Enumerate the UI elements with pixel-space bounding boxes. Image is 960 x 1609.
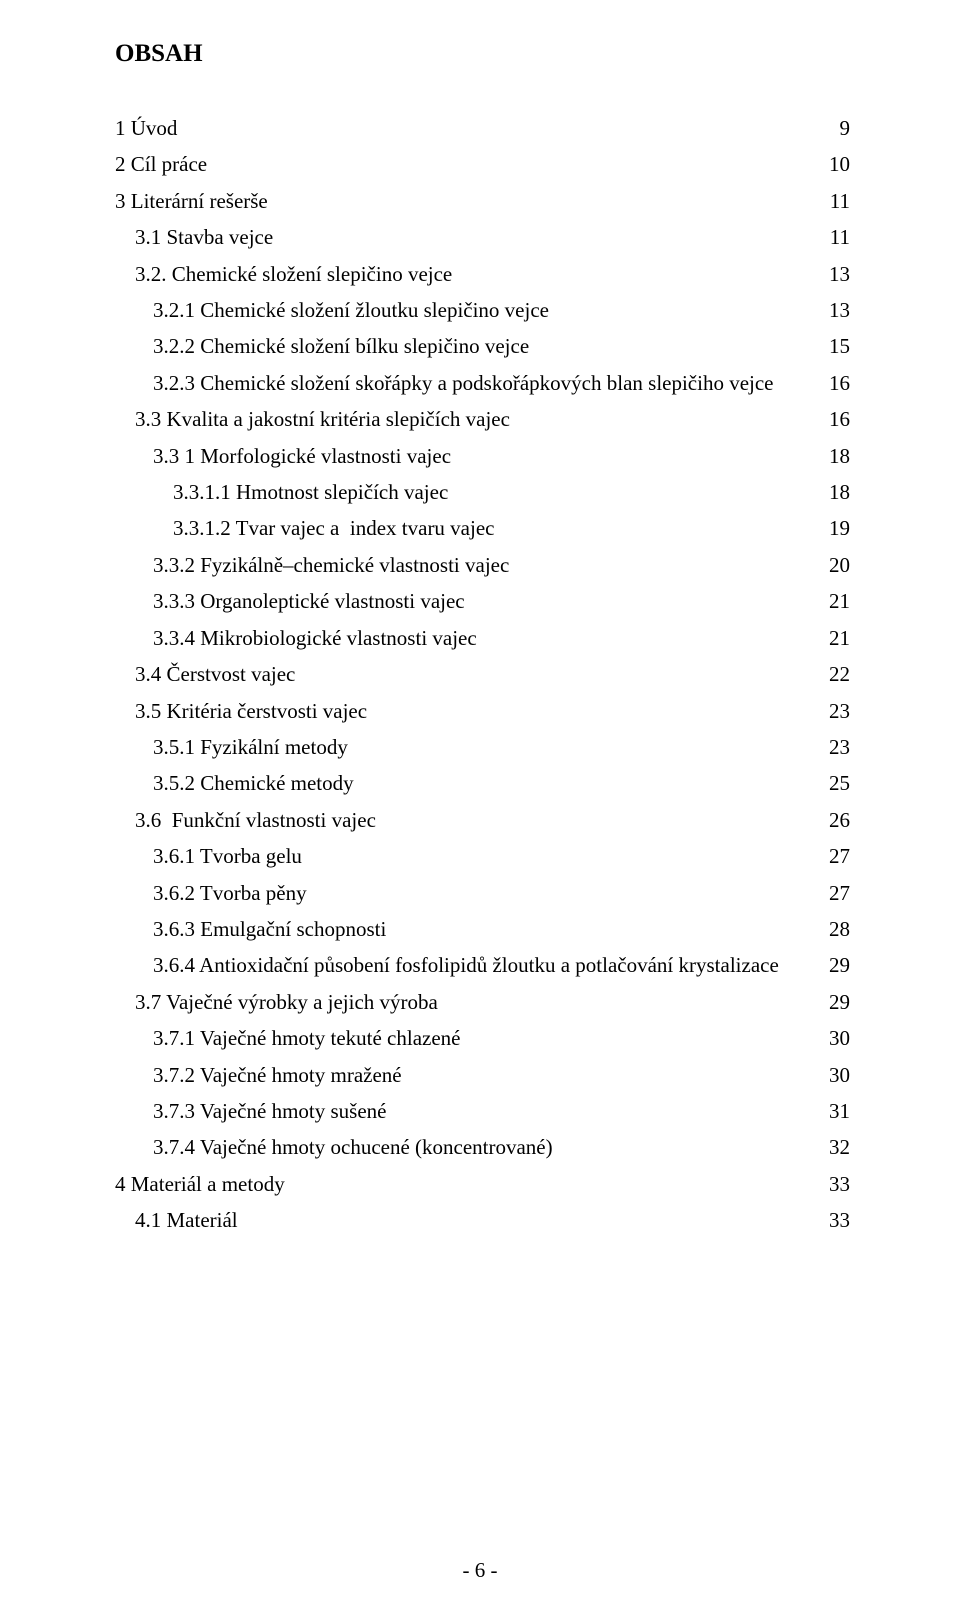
toc-label: 3.7.3 Vaječné hmoty sušené bbox=[153, 1093, 810, 1129]
toc-row: 3.6.3 Emulgační schopnosti28 bbox=[115, 911, 850, 947]
table-of-contents: 1 Úvod92 Cíl práce103 Literární rešerše1… bbox=[115, 110, 850, 1239]
toc-label: 3.6.3 Emulgační schopnosti bbox=[153, 911, 810, 947]
toc-page: 23 bbox=[810, 693, 850, 729]
toc-page: 19 bbox=[810, 510, 850, 546]
toc-label: 3.3.1.1 Hmotnost slepičích vajec bbox=[173, 474, 810, 510]
toc-label: 3.6.2 Tvorba pěny bbox=[153, 875, 810, 911]
toc-row: 2 Cíl práce10 bbox=[115, 146, 850, 182]
toc-label: 3.6.1 Tvorba gelu bbox=[153, 838, 810, 874]
toc-row: 3.3.3 Organoleptické vlastnosti vajec21 bbox=[115, 583, 850, 619]
toc-page: 11 bbox=[810, 219, 850, 255]
toc-row: 3.3.1.2 Tvar vajec a index tvaru vajec19 bbox=[115, 510, 850, 546]
toc-row: 3.7.4 Vaječné hmoty ochucené (koncentrov… bbox=[115, 1129, 850, 1165]
toc-page: 32 bbox=[810, 1129, 850, 1165]
toc-label: 3.2.1 Chemické složení žloutku slepičino… bbox=[153, 292, 810, 328]
toc-page: 25 bbox=[810, 765, 850, 801]
toc-page: 27 bbox=[810, 875, 850, 911]
toc-page: 9 bbox=[810, 110, 850, 146]
toc-label: 3.3.2 Fyzikálně–chemické vlastnosti vaje… bbox=[153, 547, 810, 583]
toc-row: 3.3.1.1 Hmotnost slepičích vajec18 bbox=[115, 474, 850, 510]
toc-row: 3 Literární rešerše11 bbox=[115, 183, 850, 219]
toc-page: 15 bbox=[810, 328, 850, 364]
toc-page: 16 bbox=[810, 365, 850, 401]
toc-label: 3 Literární rešerše bbox=[115, 183, 810, 219]
toc-row: 3.5 Kritéria čerstvosti vajec23 bbox=[115, 693, 850, 729]
toc-page: 33 bbox=[810, 1166, 850, 1202]
toc-label: 3.3.4 Mikrobiologické vlastnosti vajec bbox=[153, 620, 810, 656]
toc-row: 3.3.2 Fyzikálně–chemické vlastnosti vaje… bbox=[115, 547, 850, 583]
toc-label: 3.4 Čerstvost vajec bbox=[135, 656, 810, 692]
toc-row: 3.7 Vaječné výrobky a jejich výroba29 bbox=[115, 984, 850, 1020]
toc-row: 3.6.2 Tvorba pěny27 bbox=[115, 875, 850, 911]
toc-label: 3.3.1.2 Tvar vajec a index tvaru vajec bbox=[173, 510, 810, 546]
toc-row: 3.2.3 Chemické složení skořápky a podsko… bbox=[115, 365, 850, 401]
toc-page: 13 bbox=[810, 292, 850, 328]
toc-row: 1 Úvod9 bbox=[115, 110, 850, 146]
toc-label: 4.1 Materiál bbox=[135, 1202, 810, 1238]
toc-row: 4.1 Materiál33 bbox=[115, 1202, 850, 1238]
toc-page: 11 bbox=[810, 183, 850, 219]
toc-row: 3.6 Funkční vlastnosti vajec26 bbox=[115, 802, 850, 838]
toc-page: 30 bbox=[810, 1057, 850, 1093]
toc-page: 28 bbox=[810, 911, 850, 947]
toc-label: 3.7 Vaječné výrobky a jejich výroba bbox=[135, 984, 810, 1020]
toc-row: 3.2.2 Chemické složení bílku slepičino v… bbox=[115, 328, 850, 364]
toc-label: 3.7.2 Vaječné hmoty mražené bbox=[153, 1057, 810, 1093]
toc-label: 3.5.2 Chemické metody bbox=[153, 765, 810, 801]
toc-row: 3.7.3 Vaječné hmoty sušené31 bbox=[115, 1093, 850, 1129]
page-title: OBSAH bbox=[115, 40, 850, 68]
toc-page: 29 bbox=[810, 947, 850, 983]
toc-label: 3.7.1 Vaječné hmoty tekuté chlazené bbox=[153, 1020, 810, 1056]
toc-page: 29 bbox=[810, 984, 850, 1020]
toc-label: 3.3 Kvalita a jakostní kritéria slepičíc… bbox=[135, 401, 810, 437]
toc-page: 10 bbox=[810, 146, 850, 182]
toc-page: 30 bbox=[810, 1020, 850, 1056]
toc-label: 1 Úvod bbox=[115, 110, 810, 146]
toc-row: 3.5.2 Chemické metody25 bbox=[115, 765, 850, 801]
toc-label: 3.3.3 Organoleptické vlastnosti vajec bbox=[153, 583, 810, 619]
toc-row: 3.7.1 Vaječné hmoty tekuté chlazené30 bbox=[115, 1020, 850, 1056]
toc-page: 21 bbox=[810, 620, 850, 656]
toc-page: 26 bbox=[810, 802, 850, 838]
toc-row: 3.6.4 Antioxidační působení fosfolipidů … bbox=[115, 947, 850, 983]
toc-label: 3.2. Chemické složení slepičino vejce bbox=[135, 256, 810, 292]
toc-label: 3.3 1 Morfologické vlastnosti vajec bbox=[153, 438, 810, 474]
toc-row: 4 Materiál a metody33 bbox=[115, 1166, 850, 1202]
toc-page: 13 bbox=[810, 256, 850, 292]
toc-label: 3.7.4 Vaječné hmoty ochucené (koncentrov… bbox=[153, 1129, 810, 1165]
toc-label: 3.6.4 Antioxidační působení fosfolipidů … bbox=[153, 947, 810, 983]
toc-row: 3.2. Chemické složení slepičino vejce13 bbox=[115, 256, 850, 292]
toc-row: 3.5.1 Fyzikální metody23 bbox=[115, 729, 850, 765]
toc-label: 3.2.2 Chemické složení bílku slepičino v… bbox=[153, 328, 810, 364]
toc-label: 2 Cíl práce bbox=[115, 146, 810, 182]
toc-row: 3.7.2 Vaječné hmoty mražené30 bbox=[115, 1057, 850, 1093]
toc-row: 3.3 Kvalita a jakostní kritéria slepičíc… bbox=[115, 401, 850, 437]
toc-row: 3.6.1 Tvorba gelu27 bbox=[115, 838, 850, 874]
toc-page: 23 bbox=[810, 729, 850, 765]
toc-page: 33 bbox=[810, 1202, 850, 1238]
toc-row: 3.3.4 Mikrobiologické vlastnosti vajec21 bbox=[115, 620, 850, 656]
toc-row: 3.4 Čerstvost vajec22 bbox=[115, 656, 850, 692]
page-number-footer: - 6 - bbox=[0, 1558, 960, 1583]
toc-page: 20 bbox=[810, 547, 850, 583]
toc-label: 4 Materiál a metody bbox=[115, 1166, 810, 1202]
toc-label: 3.1 Stavba vejce bbox=[135, 219, 810, 255]
toc-label: 3.5.1 Fyzikální metody bbox=[153, 729, 810, 765]
toc-row: 3.1 Stavba vejce11 bbox=[115, 219, 850, 255]
toc-page: 27 bbox=[810, 838, 850, 874]
toc-page: 22 bbox=[810, 656, 850, 692]
toc-label: 3.2.3 Chemické složení skořápky a podsko… bbox=[153, 365, 810, 401]
toc-page: 18 bbox=[810, 438, 850, 474]
toc-page: 16 bbox=[810, 401, 850, 437]
toc-page: 21 bbox=[810, 583, 850, 619]
toc-page: 18 bbox=[810, 474, 850, 510]
toc-row: 3.3 1 Morfologické vlastnosti vajec18 bbox=[115, 438, 850, 474]
toc-label: 3.5 Kritéria čerstvosti vajec bbox=[135, 693, 810, 729]
toc-page: 31 bbox=[810, 1093, 850, 1129]
toc-row: 3.2.1 Chemické složení žloutku slepičino… bbox=[115, 292, 850, 328]
toc-label: 3.6 Funkční vlastnosti vajec bbox=[135, 802, 810, 838]
page: OBSAH 1 Úvod92 Cíl práce103 Literární re… bbox=[0, 0, 960, 1609]
